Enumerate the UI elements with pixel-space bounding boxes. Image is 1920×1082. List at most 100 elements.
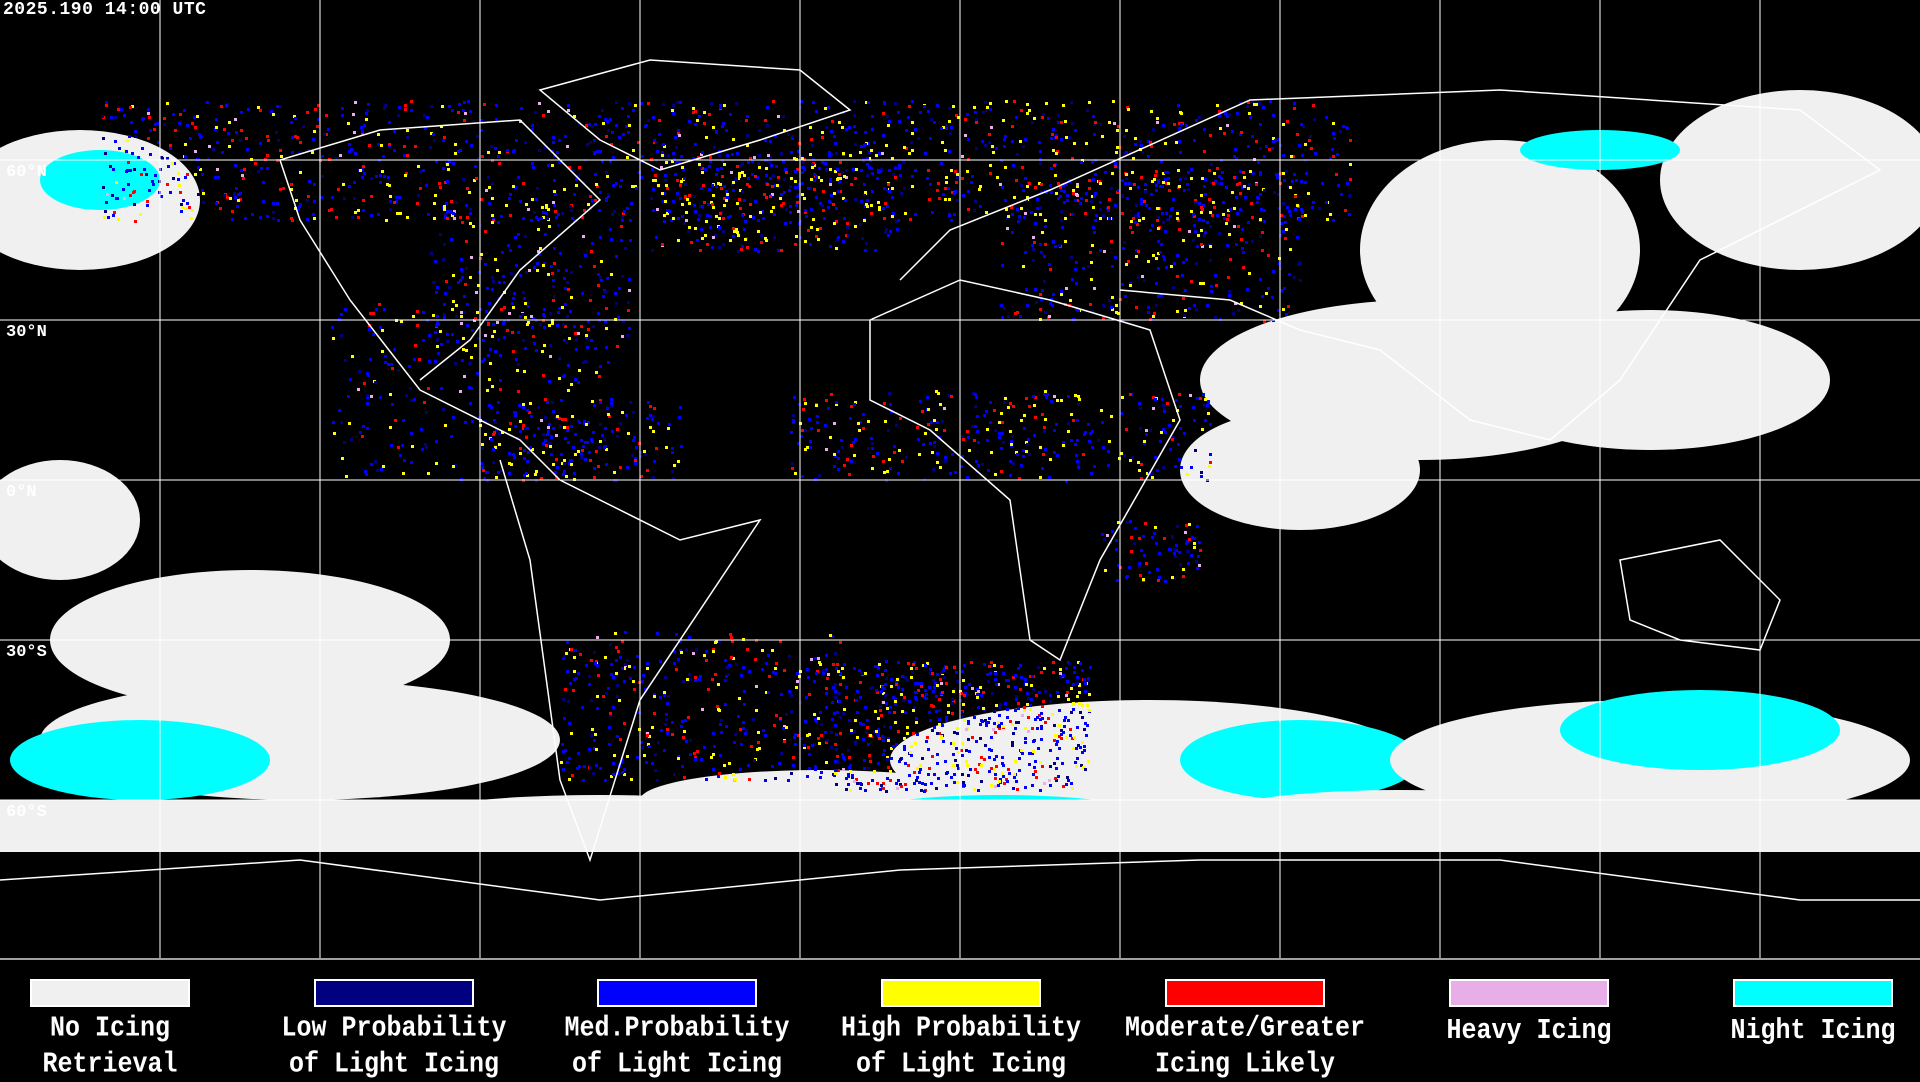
icing-pixel bbox=[354, 211, 357, 214]
icing-pixel bbox=[1207, 412, 1210, 415]
icing-pixel bbox=[544, 146, 547, 149]
icing-pixel bbox=[1209, 211, 1212, 214]
icing-pixel bbox=[1126, 106, 1129, 109]
icing-pixel bbox=[1130, 183, 1133, 186]
icing-pixel bbox=[672, 152, 675, 155]
icing-pixel bbox=[738, 172, 741, 175]
icing-pixel bbox=[1035, 301, 1038, 304]
coastline bbox=[1619, 539, 1781, 651]
icing-pixel bbox=[1073, 666, 1076, 669]
icing-pixel bbox=[762, 217, 765, 220]
icing-pixel bbox=[359, 431, 362, 434]
icing-pixel bbox=[951, 698, 954, 701]
icing-pixel bbox=[833, 192, 836, 195]
icing-pixel bbox=[1289, 214, 1292, 217]
icing-pixel bbox=[995, 765, 998, 768]
icing-pixel bbox=[960, 711, 963, 714]
icing-pixel bbox=[1076, 194, 1079, 197]
icing-pixel bbox=[306, 111, 309, 114]
icing-pixel bbox=[877, 735, 880, 738]
icing-pixel bbox=[933, 419, 936, 422]
icing-pixel bbox=[1070, 711, 1073, 714]
icing-pixel bbox=[234, 164, 237, 167]
icing-pixel bbox=[1159, 440, 1162, 443]
icing-pixel bbox=[1187, 171, 1190, 174]
icing-pixel bbox=[887, 429, 890, 432]
icing-pixel bbox=[443, 313, 446, 316]
icing-pixel bbox=[435, 291, 438, 294]
icing-pixel bbox=[934, 682, 937, 685]
icing-pixel bbox=[488, 302, 491, 305]
icing-pixel bbox=[610, 143, 613, 146]
icing-pixel bbox=[1039, 446, 1042, 449]
icing-pixel bbox=[1101, 135, 1104, 138]
icing-pixel bbox=[990, 767, 993, 770]
icing-pixel bbox=[612, 706, 615, 709]
icing-pixel bbox=[587, 328, 590, 331]
icing-pixel bbox=[133, 168, 136, 171]
icing-pixel bbox=[813, 164, 816, 167]
icing-pixel bbox=[620, 179, 623, 182]
icing-pixel bbox=[882, 207, 885, 210]
icing-pixel bbox=[899, 174, 902, 177]
icing-pixel bbox=[1013, 196, 1016, 199]
icing-pixel bbox=[730, 636, 733, 639]
icing-pixel bbox=[1156, 117, 1159, 120]
icing-pixel bbox=[1199, 549, 1202, 552]
icing-pixel bbox=[774, 672, 777, 675]
icing-pixel bbox=[1139, 574, 1142, 577]
icing-pixel bbox=[853, 780, 856, 783]
icing-pixel bbox=[420, 428, 423, 431]
icing-pixel bbox=[594, 733, 597, 736]
icing-pixel bbox=[901, 710, 904, 713]
icing-pixel bbox=[741, 190, 744, 193]
icing-pixel bbox=[804, 448, 807, 451]
icing-pixel bbox=[1034, 213, 1037, 216]
icing-pixel bbox=[383, 107, 386, 110]
icing-pixel bbox=[1145, 429, 1148, 432]
coastline bbox=[299, 219, 762, 863]
icing-pixel bbox=[972, 392, 975, 395]
icing-pixel bbox=[1151, 472, 1154, 475]
icing-pixel bbox=[616, 435, 619, 438]
icing-pixel bbox=[201, 173, 204, 176]
icing-pixel bbox=[876, 665, 879, 668]
icing-pixel bbox=[406, 154, 409, 157]
icing-pixel bbox=[730, 171, 733, 174]
icing-pixel bbox=[1009, 474, 1012, 477]
icing-pixel bbox=[623, 667, 626, 670]
icing-pixel bbox=[236, 205, 239, 208]
icing-pixel bbox=[754, 658, 757, 661]
icing-pixel bbox=[1089, 432, 1092, 435]
icing-pixel bbox=[970, 661, 973, 664]
icing-pixel bbox=[679, 101, 682, 104]
icing-pixel bbox=[870, 437, 873, 440]
icing-pixel bbox=[971, 425, 974, 428]
icing-pixel bbox=[1050, 137, 1053, 140]
icing-pixel bbox=[1226, 115, 1229, 118]
icing-pixel bbox=[835, 207, 838, 210]
icing-pixel bbox=[789, 221, 792, 224]
icing-pixel bbox=[682, 680, 685, 683]
icing-pixel bbox=[977, 789, 980, 792]
icing-pixel bbox=[451, 109, 454, 112]
icing-pixel bbox=[782, 115, 785, 118]
icing-pixel bbox=[950, 742, 953, 745]
icing-pixel bbox=[568, 778, 571, 781]
icing-pixel bbox=[1085, 734, 1088, 737]
icing-pixel bbox=[1129, 226, 1132, 229]
icing-pixel bbox=[743, 199, 746, 202]
icing-pixel bbox=[819, 776, 822, 779]
icing-pixel bbox=[151, 180, 154, 183]
icing-pixel bbox=[1018, 215, 1021, 218]
icing-pixel bbox=[863, 183, 866, 186]
icing-pixel bbox=[893, 451, 896, 454]
icing-pixel bbox=[524, 141, 527, 144]
icing-pixel bbox=[938, 698, 941, 701]
icing-pixel bbox=[660, 729, 663, 732]
icing-pixel bbox=[645, 761, 648, 764]
coastline bbox=[869, 279, 1181, 662]
icing-pixel bbox=[1040, 712, 1043, 715]
icing-pixel bbox=[1033, 117, 1036, 120]
icing-pixel bbox=[1129, 520, 1132, 523]
